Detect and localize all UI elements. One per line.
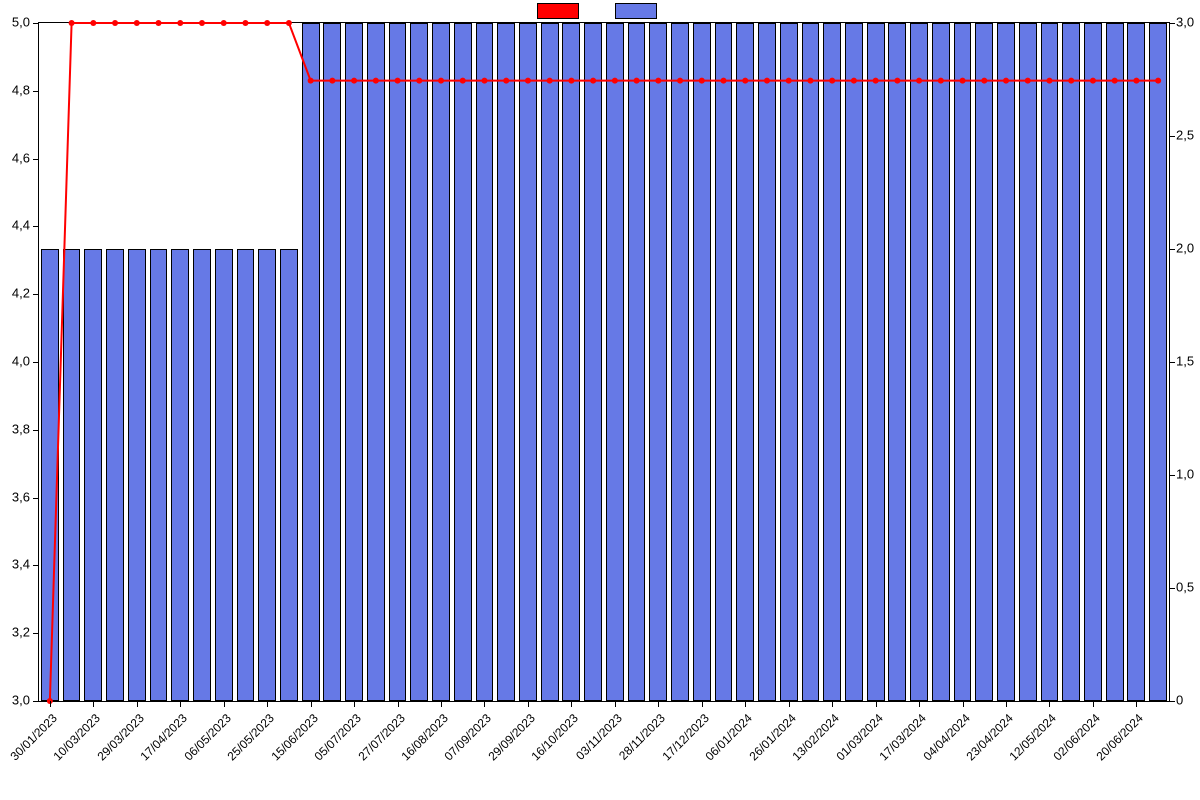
- line-marker: [351, 78, 357, 84]
- y-left-tick-label: 4,2: [12, 286, 30, 301]
- line-marker: [960, 78, 966, 84]
- y-right-tick-label: 2,5: [1176, 128, 1194, 143]
- dual-axis-chart: 30/01/202310/03/202329/03/202317/04/2023…: [0, 0, 1200, 800]
- y-left-tick-label: 3,4: [12, 557, 30, 572]
- line-marker: [416, 78, 422, 84]
- line-marker: [134, 20, 140, 26]
- line-marker: [460, 78, 466, 84]
- line-marker: [873, 78, 879, 84]
- line-marker: [177, 20, 183, 26]
- line-marker: [547, 78, 553, 84]
- y-left-tick-label: 4,4: [12, 218, 30, 233]
- line-marker: [1046, 78, 1052, 84]
- line-marker: [655, 78, 661, 84]
- line-marker: [786, 78, 792, 84]
- legend-swatch-line: [537, 3, 579, 19]
- line-marker: [112, 20, 118, 26]
- line-marker: [90, 20, 96, 26]
- x-tick-label: 03/11/2023: [573, 711, 625, 763]
- line-marker: [807, 78, 813, 84]
- legend-item-bar: [615, 3, 663, 19]
- line-marker: [221, 20, 227, 26]
- line-marker: [264, 20, 270, 26]
- line-marker: [503, 78, 509, 84]
- line-marker: [286, 20, 292, 26]
- line-marker: [981, 78, 987, 84]
- line-marker: [829, 78, 835, 84]
- y-left-tick-label: 4,8: [12, 82, 30, 97]
- legend: [0, 0, 1200, 22]
- line-marker: [1133, 78, 1139, 84]
- y-left-tick-label: 3,6: [12, 489, 30, 504]
- line-marker: [242, 20, 248, 26]
- line-marker: [525, 78, 531, 84]
- line-marker: [438, 78, 444, 84]
- line-path: [50, 23, 1158, 701]
- x-tick-label: 07/09/2023: [442, 711, 494, 763]
- line-marker: [1025, 78, 1031, 84]
- x-tick-label: 12/05/2024: [1007, 711, 1059, 763]
- line-marker: [677, 78, 683, 84]
- y-right-tick-label: 2,0: [1176, 241, 1194, 256]
- line-marker: [699, 78, 705, 84]
- line-marker: [329, 78, 335, 84]
- line-marker: [373, 78, 379, 84]
- line-marker: [590, 78, 596, 84]
- line-marker: [481, 78, 487, 84]
- y-left-tick-label: 5,0: [12, 15, 30, 30]
- y-right-tick-label: 0,5: [1176, 580, 1194, 595]
- line-marker: [612, 78, 618, 84]
- line-marker: [1068, 78, 1074, 84]
- line-marker: [938, 78, 944, 84]
- y-right-tick-label: 3,0: [1176, 15, 1194, 30]
- line-marker: [1003, 78, 1009, 84]
- line-marker: [721, 78, 727, 84]
- line-marker: [1112, 78, 1118, 84]
- line-marker: [894, 78, 900, 84]
- legend-swatch-bar: [615, 3, 657, 19]
- y-left-tick-label: 3,2: [12, 625, 30, 640]
- line-marker: [1155, 78, 1161, 84]
- y-left-tick-label: 4,6: [12, 150, 30, 165]
- line-marker: [395, 78, 401, 84]
- y-left-tick-label: 3,0: [12, 693, 30, 708]
- legend-item-line: [537, 3, 585, 19]
- y-right-tick-label: 1,0: [1176, 467, 1194, 482]
- line-marker: [764, 78, 770, 84]
- line-marker: [156, 20, 162, 26]
- y-right-tick-label: 1,5: [1176, 354, 1194, 369]
- line-marker: [634, 78, 640, 84]
- line-marker: [851, 78, 857, 84]
- line-marker: [568, 78, 574, 84]
- line-marker: [69, 20, 75, 26]
- line-series: [39, 23, 1169, 701]
- line-marker: [199, 20, 205, 26]
- line-marker: [308, 78, 314, 84]
- line-marker: [916, 78, 922, 84]
- line-marker: [742, 78, 748, 84]
- y-right-tick-label: 0: [1176, 693, 1183, 708]
- plot-area: 30/01/202310/03/202329/03/202317/04/2023…: [38, 22, 1170, 702]
- y-left-tick-label: 4,0: [12, 354, 30, 369]
- line-marker: [1090, 78, 1096, 84]
- y-left-tick-label: 3,8: [12, 421, 30, 436]
